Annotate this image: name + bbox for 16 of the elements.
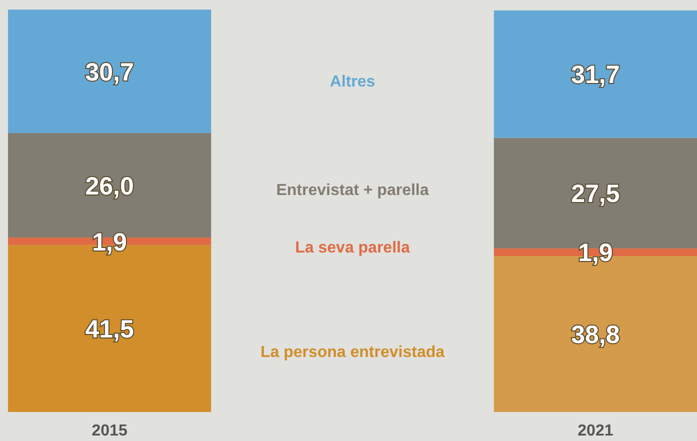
- text: La persona entrevistada: [260, 344, 445, 362]
- data-label: 26,0: [85, 172, 134, 200]
- data-label: 30,7: [85, 58, 134, 86]
- x-tick-label: 2021: [578, 422, 614, 440]
- bar: [494, 10, 697, 138]
- text: La seva parella: [295, 240, 410, 257]
- data-label: 27,5: [571, 180, 620, 208]
- data-label: 1,9: [92, 228, 127, 256]
- text: Altres: [330, 73, 376, 90]
- x-tick-label: 2015: [92, 422, 128, 440]
- data-label: 41,5: [85, 316, 134, 344]
- data-label: 31,7: [571, 61, 620, 90]
- data-label: 1,9: [578, 239, 613, 268]
- bar: [8, 10, 212, 134]
- text: Entrevistat + parella: [276, 182, 429, 199]
- data-label: 38,8: [571, 321, 620, 350]
